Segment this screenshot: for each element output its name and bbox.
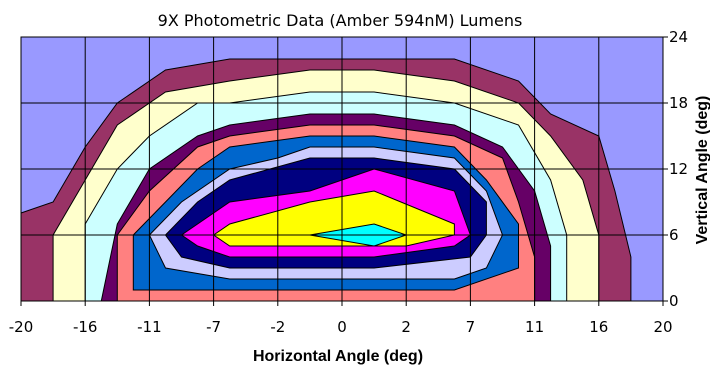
y-tick-label: 6 bbox=[669, 226, 679, 244]
y-tick-label: 18 bbox=[669, 94, 688, 112]
y-tick-label: 24 bbox=[669, 28, 688, 46]
x-tick-label: 16 bbox=[589, 318, 608, 336]
y-tick-label: 12 bbox=[669, 160, 688, 178]
x-tick-label: 20 bbox=[653, 318, 672, 336]
x-axis-ticks: -20 -16 -11 -7 -2 0 2 7 11 16 20 bbox=[9, 301, 673, 336]
y-tick-label: 0 bbox=[669, 292, 679, 310]
y-axis-title: Vertical Angle (deg) bbox=[694, 96, 710, 245]
x-tick-label: -2 bbox=[270, 318, 285, 336]
plot-area bbox=[20, 37, 663, 302]
chart-title: 9X Photometric Data (Amber 594nM) Lumens bbox=[158, 11, 523, 30]
x-tick-label: 2 bbox=[401, 318, 411, 336]
x-tick-label: 11 bbox=[525, 318, 544, 336]
x-tick-label: 7 bbox=[466, 318, 476, 336]
x-tick-label: -7 bbox=[206, 318, 221, 336]
x-tick-label: 0 bbox=[337, 318, 347, 336]
x-tick-label: -20 bbox=[9, 318, 34, 336]
x-axis-title: Horizontal Angle (deg) bbox=[253, 348, 423, 365]
x-tick-label: -11 bbox=[137, 318, 162, 336]
y-axis-ticks: 0 6 12 18 24 bbox=[663, 28, 688, 310]
x-tick-label: -16 bbox=[73, 318, 98, 336]
